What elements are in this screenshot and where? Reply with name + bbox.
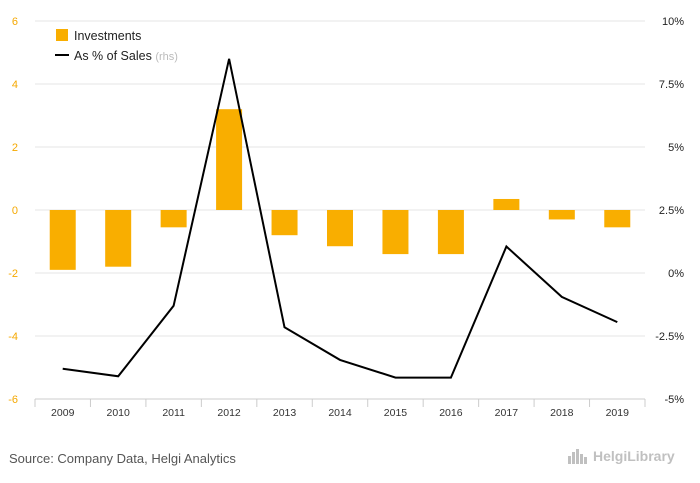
x-tick-label: 2017 bbox=[495, 407, 519, 419]
x-tick-label: 2014 bbox=[328, 407, 352, 419]
bar-2018[interactable] bbox=[548, 210, 575, 220]
x-tick-label: 2012 bbox=[217, 407, 241, 419]
left-tick-label: 0 bbox=[12, 205, 18, 217]
right-tick-label: 2.5% bbox=[659, 205, 684, 217]
x-tick-label: 2013 bbox=[273, 407, 297, 419]
right-tick-label: 10% bbox=[662, 16, 684, 28]
bar-series bbox=[49, 109, 631, 270]
left-tick-label: 2 bbox=[12, 142, 18, 154]
legend[interactable]: Investments As % of Sales (rhs) bbox=[55, 29, 178, 63]
source-note: Source: Company Data, Helgi Analytics bbox=[9, 451, 236, 466]
bar-2016[interactable] bbox=[437, 210, 464, 255]
brand-logo[interactable]: HelgiLibrary bbox=[567, 448, 675, 464]
line-series bbox=[62, 58, 618, 379]
left-tick-label: -2 bbox=[8, 268, 18, 280]
line-as-pct-of-sales[interactable] bbox=[62, 58, 618, 379]
bar-2010[interactable] bbox=[105, 210, 132, 267]
legend-sales-label: As % of Sales (rhs) bbox=[74, 49, 178, 63]
right-tick-label: -2.5% bbox=[655, 331, 684, 343]
x-tick-label: 2018 bbox=[550, 407, 574, 419]
bar-2014[interactable] bbox=[327, 210, 353, 247]
bar-2015[interactable] bbox=[382, 210, 409, 255]
legend-bar-swatch bbox=[56, 29, 68, 41]
bar-2009[interactable] bbox=[49, 210, 76, 270]
right-tick-label: 0% bbox=[668, 268, 684, 280]
brand-name: HelgiLibrary bbox=[593, 448, 675, 464]
left-tick-label: 6 bbox=[12, 16, 18, 28]
legend-investments-label: Investments bbox=[74, 29, 141, 43]
x-tick-label: 2016 bbox=[439, 407, 463, 419]
bar-2019[interactable] bbox=[604, 210, 631, 228]
right-axis-ticks: 10% 7.5% 5% 2.5% 0% -2.5% -5% bbox=[655, 16, 684, 406]
left-axis-ticks: 6 4 2 0 -2 -4 -6 bbox=[8, 16, 18, 406]
right-tick-label: 5% bbox=[668, 142, 684, 154]
x-axis: 2009 2010 2011 2012 2013 2014 2015 2016 2017 2018… bbox=[34, 398, 646, 419]
bar-2013[interactable] bbox=[271, 210, 298, 236]
left-tick-label: 4 bbox=[12, 79, 18, 91]
bar-2012[interactable] bbox=[216, 109, 243, 210]
x-tick-label: 2011 bbox=[162, 407, 185, 419]
x-tick-label: 2009 bbox=[51, 407, 75, 419]
left-tick-label: -4 bbox=[8, 331, 18, 343]
x-tick-label: 2015 bbox=[384, 407, 408, 419]
right-tick-label: 7.5% bbox=[659, 79, 684, 91]
left-tick-label: -6 bbox=[8, 394, 18, 406]
x-tick-label: 2019 bbox=[606, 407, 630, 419]
bar-2011[interactable] bbox=[160, 210, 187, 228]
right-tick-label: -5% bbox=[664, 394, 684, 406]
bar-2017[interactable] bbox=[493, 198, 520, 210]
city-skyline-icon bbox=[568, 449, 587, 464]
x-tick-label: 2010 bbox=[107, 407, 131, 419]
